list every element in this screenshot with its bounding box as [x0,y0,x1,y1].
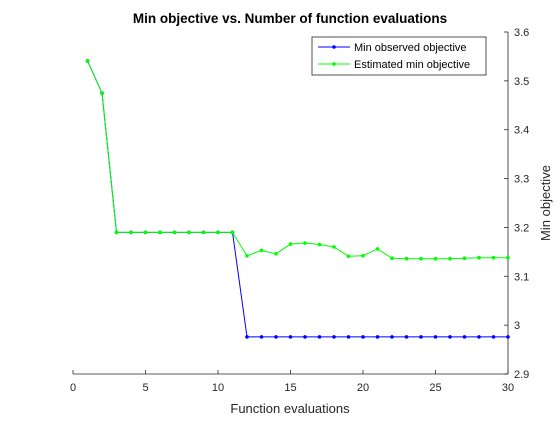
data-point-estimated [506,255,510,260]
legend-box [311,36,487,76]
data-point-estimated [129,230,133,235]
data-point-estimated [375,247,380,251]
data-point-observed [317,335,322,339]
data-point-observed [245,335,249,339]
legend: Min observed objective Estimated min obj… [311,36,487,76]
data-point-estimated [216,230,220,235]
data-point-observed [404,335,409,339]
data-point-observed [332,335,336,339]
data-point-observed [288,335,293,339]
legend-item-estimated: Estimated min objective [318,59,470,71]
data-point-estimated [114,230,119,235]
x-tick-label: 20 [357,382,369,394]
legend-label-estimated: Estimated min objective [354,59,470,71]
data-point-estimated [201,230,206,235]
data-point-observed [375,335,380,339]
data-point-observed [303,335,307,339]
x-tick-label: 10 [212,382,224,394]
data-point-estimated [361,253,365,258]
data-point-estimated [332,245,336,249]
legend-label-observed: Min observed objective [354,42,467,54]
data-point-estimated [187,230,191,235]
data-point-observed [259,335,264,339]
data-point-observed [346,335,351,339]
y-tick-label: 3.4 [514,125,529,137]
x-tick-label: 0 [70,382,76,394]
y-tick-label: 3.2 [514,222,529,234]
data-point-estimated [172,230,177,235]
data-point-estimated [477,255,481,260]
data-point-estimated [85,59,90,63]
y-tick-label: 3.1 [514,271,529,283]
data-point-estimated [230,230,235,235]
data-point-estimated [404,256,409,261]
series-line-observed [87,60,508,338]
y-tick-label: 3 [514,320,520,332]
data-point-estimated [390,256,394,261]
data-point-observed [448,335,452,339]
x-axis-label: Function evaluations [230,401,350,416]
x-tick-label: 30 [502,382,514,394]
series-layer [85,59,510,339]
legend-marker-estimated [332,62,336,66]
y-tick-label: 3.5 [514,76,529,88]
legend-item-observed: Min observed objective [318,42,467,54]
data-point-observed [477,335,481,339]
data-point-observed [361,335,365,339]
data-point-observed [419,335,423,339]
data-point-estimated [143,230,148,235]
data-point-estimated [245,253,249,258]
data-point-estimated [433,256,438,261]
data-point-observed [462,335,467,339]
data-point-observed [433,335,438,339]
data-point-observed [390,335,394,339]
data-point-estimated [303,241,307,245]
chart-title: Min objective vs. Number of function eva… [133,11,447,26]
data-point-estimated [491,255,496,260]
series-line-estimated [87,60,508,260]
y-tick-label: 2.9 [514,369,529,381]
data-point-estimated [317,242,322,247]
x-tick-label: 5 [142,382,148,394]
x-tick-label: 25 [429,382,441,394]
data-point-observed [491,335,496,339]
y-tick-label: 3.3 [514,174,529,186]
data-point-estimated [274,252,278,256]
data-point-observed [274,335,278,339]
data-point-observed [506,335,510,339]
data-point-estimated [462,256,467,261]
data-point-estimated [288,242,293,246]
data-point-estimated [158,230,162,235]
axes: 0 5 10 15 20 25 302.9 3 3.1 3.2 3.3 3.4 3.5 3.6 [70,27,529,394]
data-point-estimated [259,248,264,253]
y-tick-label: 3.6 [514,27,529,39]
data-point-estimated [448,256,452,261]
data-point-estimated [100,91,104,95]
legend-marker-observed [332,45,336,49]
y-axis-label: Min objective [538,165,553,241]
data-point-estimated [419,256,423,261]
data-point-estimated [346,254,351,259]
x-tick-label: 15 [284,382,296,394]
